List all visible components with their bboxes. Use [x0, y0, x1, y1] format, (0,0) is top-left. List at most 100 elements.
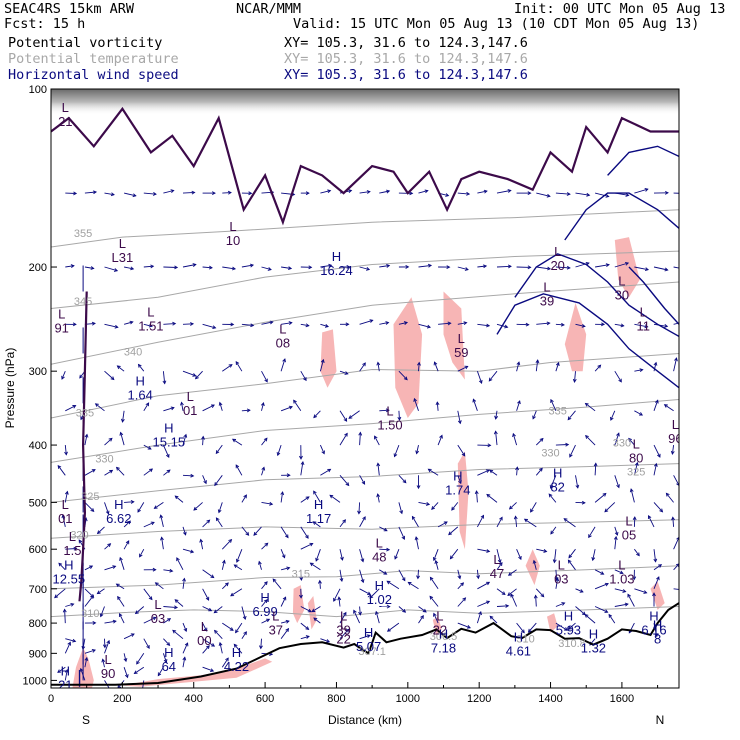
wind-vector-head: [172, 321, 177, 326]
wind-vector: [202, 266, 213, 269]
wind-vector: [310, 562, 321, 571]
wind-vector-head: [486, 323, 491, 328]
wind-vector: [300, 543, 313, 550]
wind-vector: [123, 540, 130, 550]
wind-vector-head: [236, 558, 240, 563]
wind-vector: [143, 323, 153, 327]
extremum-type-L: L: [633, 437, 640, 452]
wind-vector-head: [597, 364, 602, 369]
x-tick-label: 1000: [396, 693, 420, 705]
wind-vector: [95, 403, 105, 412]
wind-vector-head: [489, 469, 494, 474]
extremum-value: 1.02: [367, 592, 392, 607]
wind-vector: [550, 475, 557, 489]
wind-vector-head: [90, 266, 95, 270]
wind-vector-head: [369, 594, 374, 599]
wind-vector: [408, 582, 419, 590]
wind-vector-head: [305, 534, 309, 539]
wind-vector: [627, 594, 635, 607]
wind-vector: [202, 404, 215, 412]
extremum-value: 1.03: [609, 572, 634, 587]
wind-vector: [116, 467, 125, 476]
wind-vector: [222, 622, 234, 631]
wind-vector-head: [565, 442, 570, 447]
wind-vector-head: [152, 567, 157, 572]
y-axis: 100 200 300 400 500 600 700 800 900 1000: [23, 84, 57, 687]
wind-vector-head: [433, 361, 438, 366]
wind-vector-head: [530, 508, 534, 513]
wind-vector-head: [548, 493, 553, 498]
wind-vector: [182, 622, 187, 632]
wind-vector: [143, 616, 156, 624]
wind-vector-head: [102, 644, 107, 649]
wind-vector-head: [432, 557, 437, 562]
wind-vector-head: [170, 406, 175, 411]
wind-vector-head: [193, 506, 198, 511]
extremum-type-L: L: [543, 279, 550, 294]
wind-vector-head: [358, 431, 363, 436]
wind-vector: [281, 266, 292, 269]
wind-vector-head: [199, 538, 204, 543]
wind-vector-head: [532, 415, 536, 420]
wind-vector-head: [309, 562, 314, 567]
wind-vector: [182, 474, 194, 477]
wind-vector: [348, 410, 360, 419]
wind-vector-head: [366, 634, 371, 639]
field-section-coords: XY= 105.3, 31.6 to 124.3,147.6: [284, 67, 528, 83]
wind-vector: [261, 542, 269, 550]
wind-vector: [477, 600, 490, 607]
wind-vector: [182, 578, 185, 589]
wind-vector: [359, 319, 373, 325]
wind-vector-head: [361, 480, 366, 485]
extremum-type-H: H: [653, 618, 662, 633]
theta-label: 310.8: [558, 638, 586, 650]
wind-vector: [575, 192, 590, 196]
wind-vector-head: [190, 322, 195, 326]
extremum-type-L: L: [279, 321, 286, 336]
wind-vector-head: [653, 462, 658, 467]
wind-vector-head: [451, 506, 455, 511]
wind-vector: [512, 433, 518, 446]
wind-vector-head: [266, 618, 271, 623]
wind-vector: [448, 526, 459, 535]
wind-vector-head: [136, 660, 140, 665]
wind-vector-head: [659, 508, 664, 513]
wind-vector-head: [429, 595, 434, 600]
wind-vector: [535, 360, 539, 372]
wind-vector-head: [109, 469, 114, 474]
wind-vector: [232, 438, 243, 446]
wind-vector-head: [417, 361, 421, 366]
wind-vector: [202, 638, 215, 647]
wind-vector: [567, 410, 576, 420]
wind-vector: [496, 323, 508, 328]
wind-vector: [258, 561, 262, 570]
wind-vector: [339, 612, 347, 624]
wind-vector-head: [231, 438, 237, 443]
wind-vector-head: [62, 608, 67, 613]
wind-vector: [379, 569, 387, 575]
wind-vector: [398, 502, 403, 514]
wind-vector: [653, 362, 657, 372]
wind-vector-head: [201, 435, 206, 440]
wind-vector: [136, 653, 145, 665]
wind-vector-head: [148, 323, 153, 328]
wind-vector: [496, 549, 501, 563]
wind-vector: [594, 364, 601, 372]
wind-vector-head: [504, 324, 509, 329]
wind-vector-head: [517, 400, 521, 405]
wind-vector-head: [213, 629, 218, 634]
wind-vector-head: [315, 557, 319, 562]
wind-vector: [555, 569, 558, 581]
extremum-type-L: L: [493, 552, 500, 567]
wind-vector-head: [72, 638, 77, 643]
wind-vector: [280, 549, 286, 558]
theta-label: 307.1: [358, 646, 386, 658]
theta-contour-340: [51, 281, 679, 365]
wind-vector-head: [586, 192, 591, 197]
wind-vector-head: [614, 531, 619, 536]
wind-vector-head: [369, 319, 374, 323]
wind-vector-head: [575, 484, 580, 489]
wind-vector: [320, 264, 332, 268]
wind-vector-head: [567, 559, 572, 564]
wind-vector-head: [644, 324, 649, 329]
